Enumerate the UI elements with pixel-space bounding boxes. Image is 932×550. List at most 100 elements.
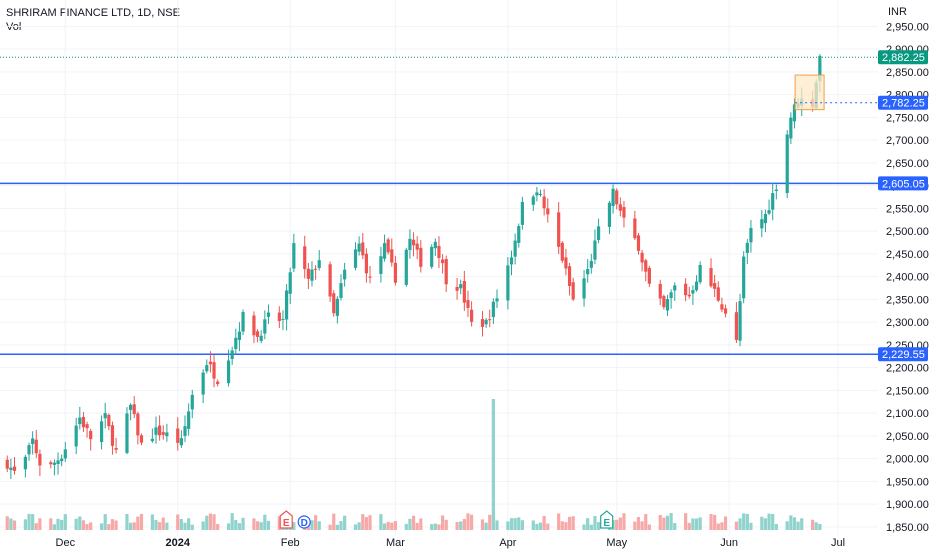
event-marker-e[interactable]: E xyxy=(279,510,293,529)
candle-body xyxy=(234,337,238,349)
volume-bar xyxy=(158,522,162,530)
volume-bar xyxy=(379,514,383,530)
candle-body xyxy=(154,427,158,435)
volume-bar xyxy=(662,517,666,530)
y-tick-label: 2,450.00 xyxy=(886,249,929,261)
candle-body xyxy=(411,239,416,246)
volume-bar xyxy=(618,517,622,530)
candle-body xyxy=(317,260,321,268)
volume-bar xyxy=(114,520,118,530)
candle-body xyxy=(179,438,183,446)
volume-bar xyxy=(382,523,387,530)
volume-bar xyxy=(161,517,165,530)
time-axis[interactable]: Dec 2024 Feb Mar Apr May Jun Jul xyxy=(56,537,846,549)
candle-body xyxy=(255,331,260,337)
volume-bar xyxy=(328,524,332,530)
highlight-zone[interactable] xyxy=(794,74,878,111)
candle-body xyxy=(343,269,347,280)
volume-bar xyxy=(277,516,281,530)
y-tick-label: 2,500.00 xyxy=(886,226,929,238)
volume-bar xyxy=(255,521,260,530)
volume-bar xyxy=(386,521,390,530)
volume-bar xyxy=(535,523,539,530)
candle-body xyxy=(542,196,546,209)
y-tick-label: 2,950.00 xyxy=(886,21,929,33)
price-zone[interactable] xyxy=(794,74,825,111)
candle-body xyxy=(332,293,336,314)
candle-body xyxy=(560,242,564,261)
candle-body xyxy=(237,331,242,341)
candle-body xyxy=(103,413,107,419)
candle-body xyxy=(462,280,466,303)
candle-body xyxy=(636,235,641,251)
level-price-tag-bg xyxy=(878,347,928,362)
volume-bar xyxy=(128,522,133,530)
volume-bar xyxy=(12,520,17,530)
candle-body xyxy=(252,315,256,336)
volume-bar xyxy=(317,521,321,530)
y-tick-label: 2,650.00 xyxy=(886,158,929,170)
candle-body xyxy=(716,287,720,301)
candle-body xyxy=(684,283,688,296)
candle-body xyxy=(216,381,220,385)
candle-body xyxy=(444,259,448,285)
volume-bar xyxy=(212,514,216,530)
horizontal-levels[interactable] xyxy=(0,56,878,355)
volume-bar xyxy=(433,523,437,530)
volume-bar xyxy=(165,522,169,530)
volume-bar xyxy=(81,520,86,530)
candle-body xyxy=(281,318,285,320)
candle-body xyxy=(665,299,670,311)
y-tick-label: 2,050.00 xyxy=(886,431,929,443)
volume-bar xyxy=(542,515,546,530)
price-axis[interactable]: INR 1,850.00 1,900.00 1,950.00 2,000.00 2,05… xyxy=(886,6,929,534)
volume-bar xyxy=(745,513,749,530)
candle-body xyxy=(277,312,281,321)
candle-body xyxy=(767,210,771,214)
volume-bar xyxy=(640,521,644,530)
volume-bar xyxy=(74,518,78,530)
candle-body xyxy=(480,319,485,327)
candle-body xyxy=(720,304,724,310)
candle-body xyxy=(586,268,590,275)
candle-body xyxy=(408,238,412,251)
volume-bar xyxy=(615,519,619,530)
volume-bar xyxy=(38,518,42,530)
candle-body xyxy=(774,189,778,191)
event-marker-e[interactable]: E xyxy=(600,510,614,529)
candle-body xyxy=(437,245,441,259)
candle-body xyxy=(607,202,612,227)
candle-body xyxy=(176,428,180,443)
event-marker-d[interactable]: D xyxy=(297,515,311,529)
candle-body xyxy=(74,425,78,447)
volume-bar xyxy=(647,524,651,530)
candle-body xyxy=(771,193,775,210)
earnings-icon xyxy=(600,510,614,529)
x-tick-label: Jul xyxy=(831,537,845,549)
volume-bar xyxy=(60,519,64,530)
candle-body xyxy=(335,298,339,316)
y-tick-label: 2,000.00 xyxy=(886,454,929,466)
y-tick-label: 1,850.00 xyxy=(886,522,929,534)
candle-body xyxy=(99,421,104,443)
candle-body xyxy=(455,286,459,291)
candle-body xyxy=(517,226,521,243)
volume-indicator-label[interactable]: Vol xyxy=(6,21,22,33)
y-tick-label: 2,100.00 xyxy=(886,408,929,420)
candle-body xyxy=(208,361,213,365)
candle-body xyxy=(190,394,194,410)
volume-bar xyxy=(183,522,187,530)
volume-bar xyxy=(49,518,53,530)
volume-bar xyxy=(800,518,804,530)
candle-body xyxy=(415,243,419,250)
x-tick-label: 2024 xyxy=(166,537,191,549)
volume-bar xyxy=(107,524,111,530)
volume-bar xyxy=(343,515,347,530)
volume-bar xyxy=(266,520,271,530)
volume-bar xyxy=(310,520,314,530)
x-tick-label: Dec xyxy=(56,537,76,549)
level-price-tag-bg xyxy=(878,176,928,191)
candle-body xyxy=(132,404,136,415)
